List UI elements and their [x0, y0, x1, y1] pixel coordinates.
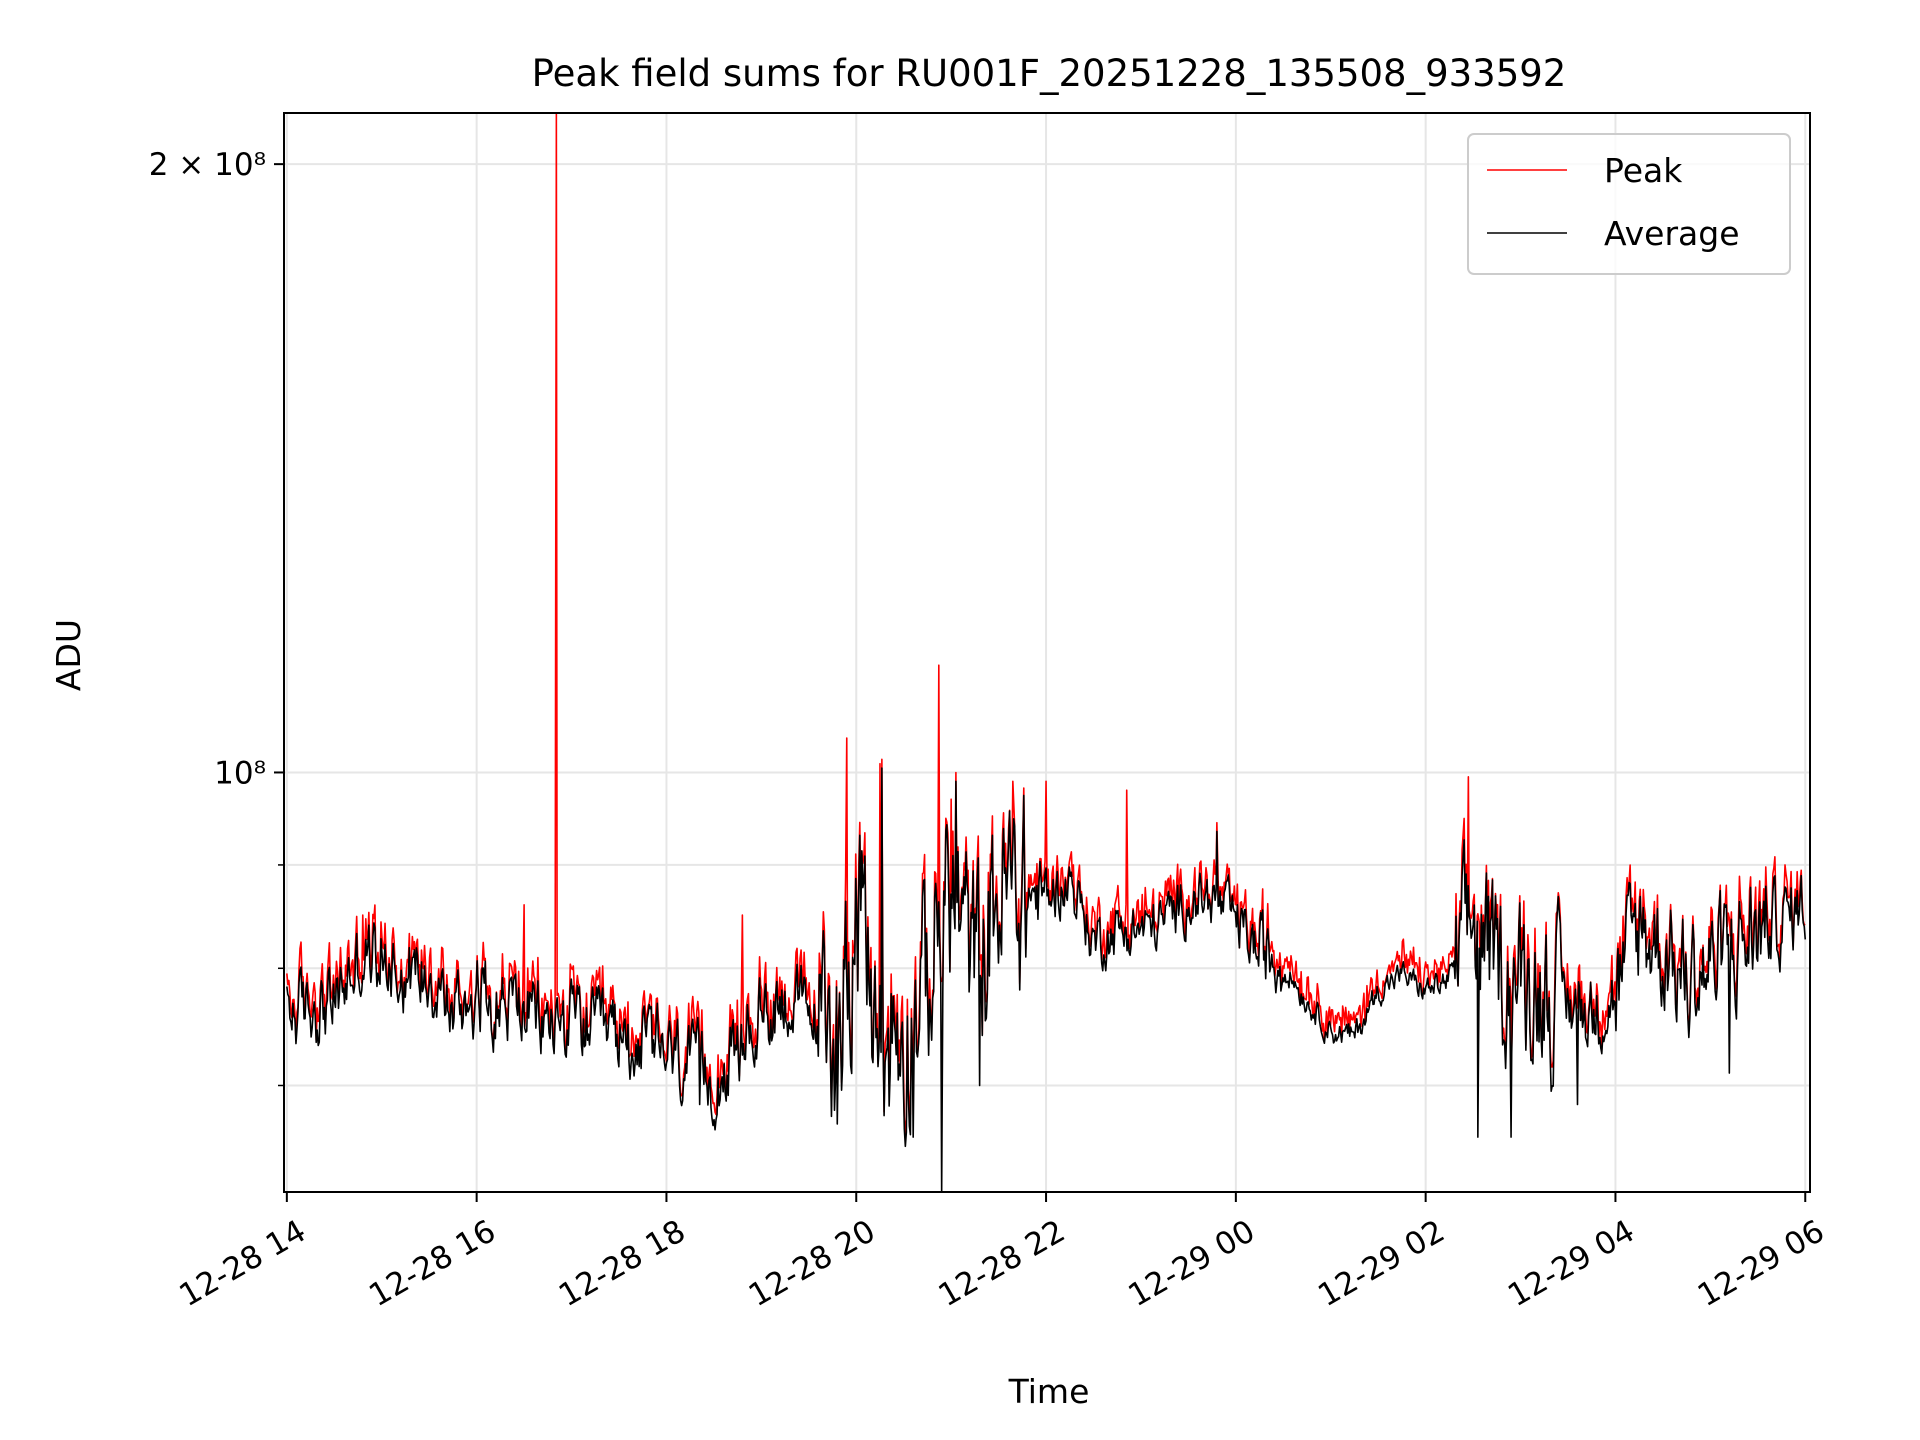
average-series	[286, 767, 1807, 1192]
y-axis-label: ADU	[49, 619, 88, 691]
y-tick-label: 2 × 10⁸	[149, 147, 266, 183]
y-axis: 2 × 10⁸ 10⁸	[149, 147, 284, 1087]
legend-peak-label: Peak	[1604, 151, 1683, 190]
legend-box	[1467, 133, 1791, 275]
x-axis-label: Time	[1008, 1372, 1090, 1411]
legend-average-label: Average	[1604, 214, 1740, 253]
average-line	[286, 767, 1807, 1192]
chart-title: Peak field sums for RU001F_20251228_1355…	[532, 52, 1567, 95]
legend: Peak Average	[1467, 133, 1791, 275]
y-tick-label: 10⁸	[214, 755, 266, 791]
